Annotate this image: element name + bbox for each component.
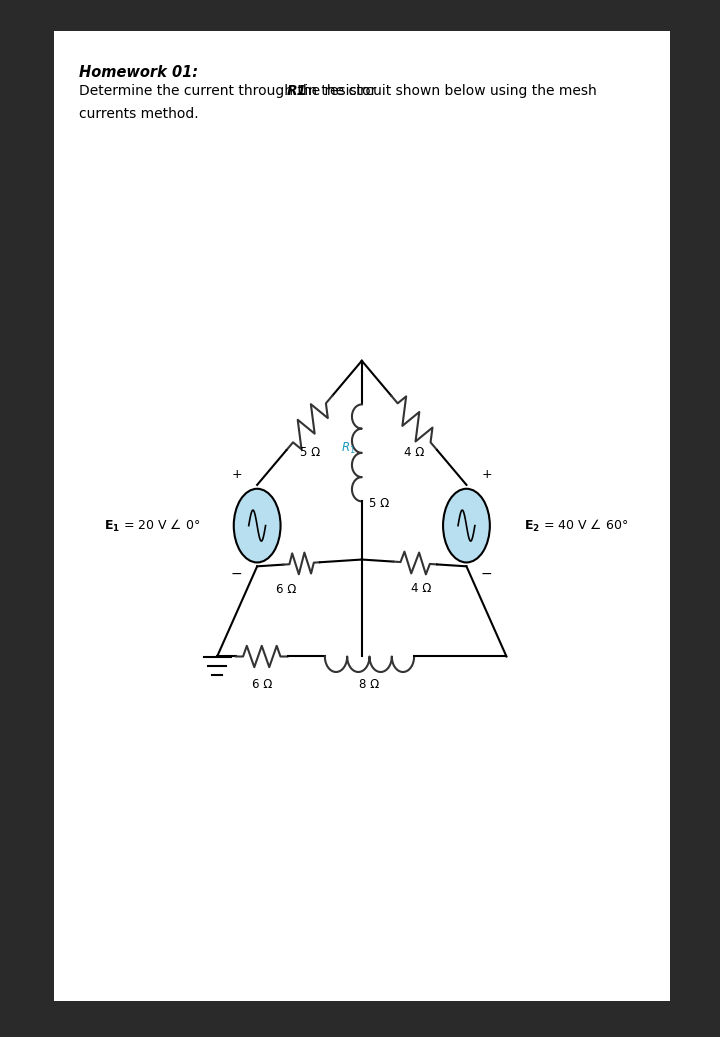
Text: Determine the current through the resistor: Determine the current through the resist… [78, 84, 380, 99]
Text: 5 Ω: 5 Ω [369, 497, 390, 509]
Text: 8 Ω: 8 Ω [359, 678, 379, 691]
Text: 5 Ω: 5 Ω [300, 446, 320, 459]
Text: $\mathbf{E_2}$ = 40 V $\angle$ 60°: $\mathbf{E_2}$ = 40 V $\angle$ 60° [523, 517, 628, 534]
Circle shape [443, 488, 490, 562]
Text: +: + [482, 468, 492, 481]
Text: $\mathbf{E_1}$ = 20 V $\angle$ 0°: $\mathbf{E_1}$ = 20 V $\angle$ 0° [104, 517, 200, 534]
Text: $R_1$: $R_1$ [341, 441, 356, 455]
Text: 4 Ω: 4 Ω [411, 583, 431, 595]
Text: R1: R1 [287, 84, 307, 99]
Text: 6 Ω: 6 Ω [251, 678, 272, 691]
Text: currents method.: currents method. [78, 107, 198, 120]
Text: 4 Ω: 4 Ω [404, 446, 424, 459]
Circle shape [234, 488, 281, 562]
Text: −: − [481, 567, 492, 582]
Text: in the circuit shown below using the mesh: in the circuit shown below using the mes… [300, 84, 597, 99]
Text: Homework 01:: Homework 01: [78, 65, 198, 80]
Text: 6 Ω: 6 Ω [276, 583, 297, 596]
Text: +: + [232, 468, 242, 481]
Text: −: − [231, 567, 243, 582]
